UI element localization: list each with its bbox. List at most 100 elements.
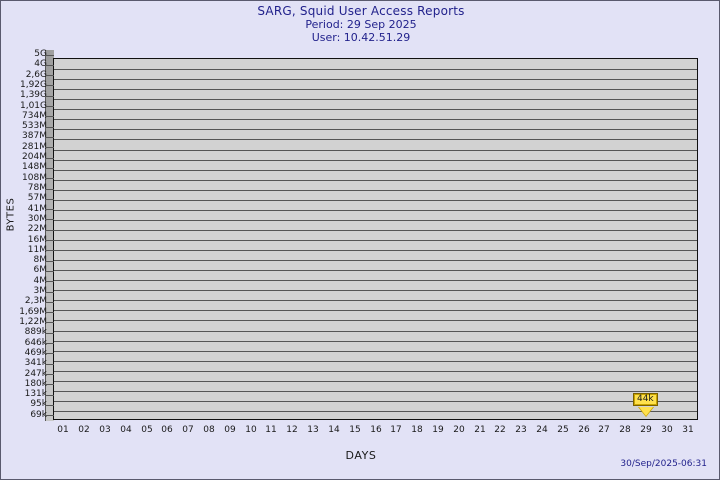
grid-line [54,290,697,291]
x-axis-tick-label: 15 [349,425,361,435]
y-axis-tick-mark [45,302,54,303]
x-axis-tick-label: 01 [57,425,69,435]
x-axis-tick-label: 23 [515,425,527,435]
y-axis-tick-mark [45,209,54,210]
y-axis-tick-mark [45,116,54,117]
grid-line [54,320,697,321]
x-axis-tick-label: 09 [224,425,236,435]
y-axis-tick-mark [45,158,54,159]
y-axis-tick-mark [45,405,54,406]
grid-line [54,260,697,261]
y-axis-tick-mark [45,230,54,231]
y-axis-tick-mark [45,271,54,272]
x-axis-tick-label: 02 [78,425,90,435]
grid-line [54,150,697,151]
generated-timestamp: 30/Sep/2025-06:31 [620,459,707,469]
y-axis-tick-label: 1,92G [19,80,47,90]
x-axis-tick-label: 03 [99,425,111,435]
page-title: SARG, Squid User Access Reports [257,4,465,18]
grid-line [54,280,697,281]
x-axis-tick-label: 22 [494,425,506,435]
x-axis-tick-label: 14 [328,425,340,435]
grid-line [54,79,697,80]
x-axis-tick-label: 27 [598,425,610,435]
grid-line [54,341,697,342]
y-axis-tick-label: 95k [30,399,47,409]
y-axis-tick-label: 108M [22,173,47,183]
y-axis-tick-label: 1,69M [19,307,47,317]
grid-line [54,220,697,221]
grid-line [54,270,697,271]
y-axis-tick-label: 1,01G [19,101,47,111]
grid-line [54,69,697,70]
x-axis-tick-label: 31 [682,425,694,435]
y-axis-tick-mark [45,415,54,416]
y-axis-ticks: 5G 4G 2,6G 1,92G 1,39G 1,01G 734M 533M 387M 281M 2… [1,1,48,479]
grid-line [54,361,697,362]
y-axis-tick-label: 387M [22,131,47,141]
x-axis-tick-label: 19 [432,425,444,435]
y-axis-tick-mark [45,240,54,241]
x-axis-tick-label: 20 [453,425,465,435]
y-axis-tick-label: 69k [30,410,47,420]
grid-line [54,230,697,231]
x-axis-tick-label: 18 [411,425,423,435]
report-user: User: 10.42.51.29 [311,31,411,44]
y-axis-tick-mark [45,219,54,220]
y-axis-label: BYTES [5,197,17,232]
x-axis-tick-label: 13 [307,425,319,435]
y-axis-tick-label: 16M [27,235,47,245]
y-axis-tick-mark [45,168,54,169]
y-axis-tick-mark [45,250,54,251]
y-axis-tick-mark [45,147,54,148]
y-axis-tick-mark [45,322,54,323]
y-axis-tick-mark [45,189,54,190]
report-period: Period: 29 Sep 2025 [305,18,417,31]
y-axis-tick-label: 2,6G [25,70,47,80]
y-axis-tick-label: 3M [33,286,48,296]
y-axis-tick-mark [45,65,54,66]
y-axis-tick-label: 22M [27,224,47,234]
x-axis-tick-label: 25 [557,425,569,435]
grid-line [54,180,697,181]
grid-line [54,331,697,332]
y-axis-tick-label: 4M [33,276,48,286]
y-axis-tick-label: 78M [27,183,47,193]
y-axis-tick-mark [45,85,54,86]
x-axis-tick-label: 30 [661,425,673,435]
y-axis-tick-mark [45,281,54,282]
grid-line [54,401,697,402]
y-axis-tick-label: 281M [22,142,47,152]
y-axis-tick-mark [45,55,54,56]
y-axis-tick-label: 889k [24,327,47,337]
plot-area [53,58,698,420]
y-axis-tick-label: 8M [33,255,48,265]
grid-line [54,89,697,90]
y-axis-tick-label: 1,39G [19,90,47,100]
plot-bevel-left [45,50,54,421]
y-axis-tick-mark [45,364,54,365]
x-axis-tick-label: 21 [474,425,486,435]
grid-line [54,200,697,201]
grid-line [54,411,697,412]
grid-line [54,250,697,251]
grid-line [54,119,697,120]
y-axis-tick-label: 469k [24,348,47,358]
x-axis-tick-label: 29 [640,425,652,435]
y-axis-tick-label: 2,3M [24,296,47,306]
y-axis-tick-mark [45,178,54,179]
x-axis-tick-label: 07 [182,425,194,435]
grid-line [54,99,697,100]
data-value-callout[interactable]: 44k [632,392,658,406]
y-axis-tick-label: 734M [22,111,47,121]
x-axis-tick-label: 28 [619,425,631,435]
x-axis-tick-label: 26 [578,425,590,435]
y-axis-tick-mark [45,75,54,76]
y-axis-tick-label: 341k [24,358,47,368]
y-axis-tick-label: 5G [34,49,47,59]
y-axis-tick-label: 57M [27,193,47,203]
y-axis-tick-label: 30M [27,214,47,224]
y-axis-tick-mark [45,374,54,375]
x-axis-tick-label: 16 [370,425,382,435]
